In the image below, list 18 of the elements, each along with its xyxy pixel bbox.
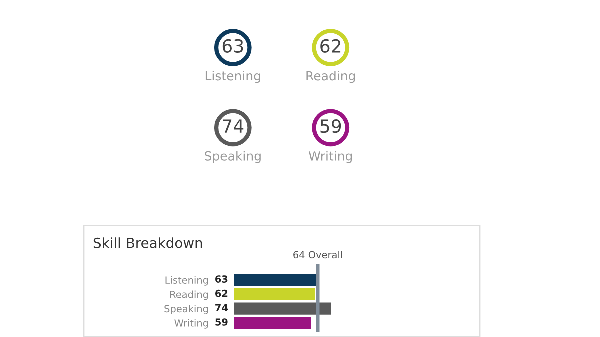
y-tick-label: Reading bbox=[170, 290, 208, 300]
data-label: 63 bbox=[216, 276, 228, 283]
ref-line-label: 64 Overall bbox=[294, 251, 342, 259]
data-label: 63 bbox=[222, 39, 244, 54]
data-label: 59 bbox=[216, 318, 228, 326]
data-label: 62 bbox=[320, 39, 341, 54]
y-tick-label: Writing bbox=[174, 319, 208, 329]
category-label: Listening bbox=[206, 71, 260, 84]
data-label: 74 bbox=[223, 120, 244, 133]
chart-title: Skill Breakdown bbox=[94, 238, 202, 248]
y-tick-label: Listening bbox=[166, 276, 208, 286]
y-tick-label: Speaking bbox=[164, 305, 208, 314]
data-label: 59 bbox=[320, 120, 342, 134]
data-label: 62 bbox=[216, 290, 228, 298]
category-label: Reading bbox=[306, 71, 356, 84]
category-label: Writing bbox=[308, 151, 352, 164]
data-label: 74 bbox=[216, 304, 228, 312]
category-label: Speaking bbox=[205, 151, 261, 164]
